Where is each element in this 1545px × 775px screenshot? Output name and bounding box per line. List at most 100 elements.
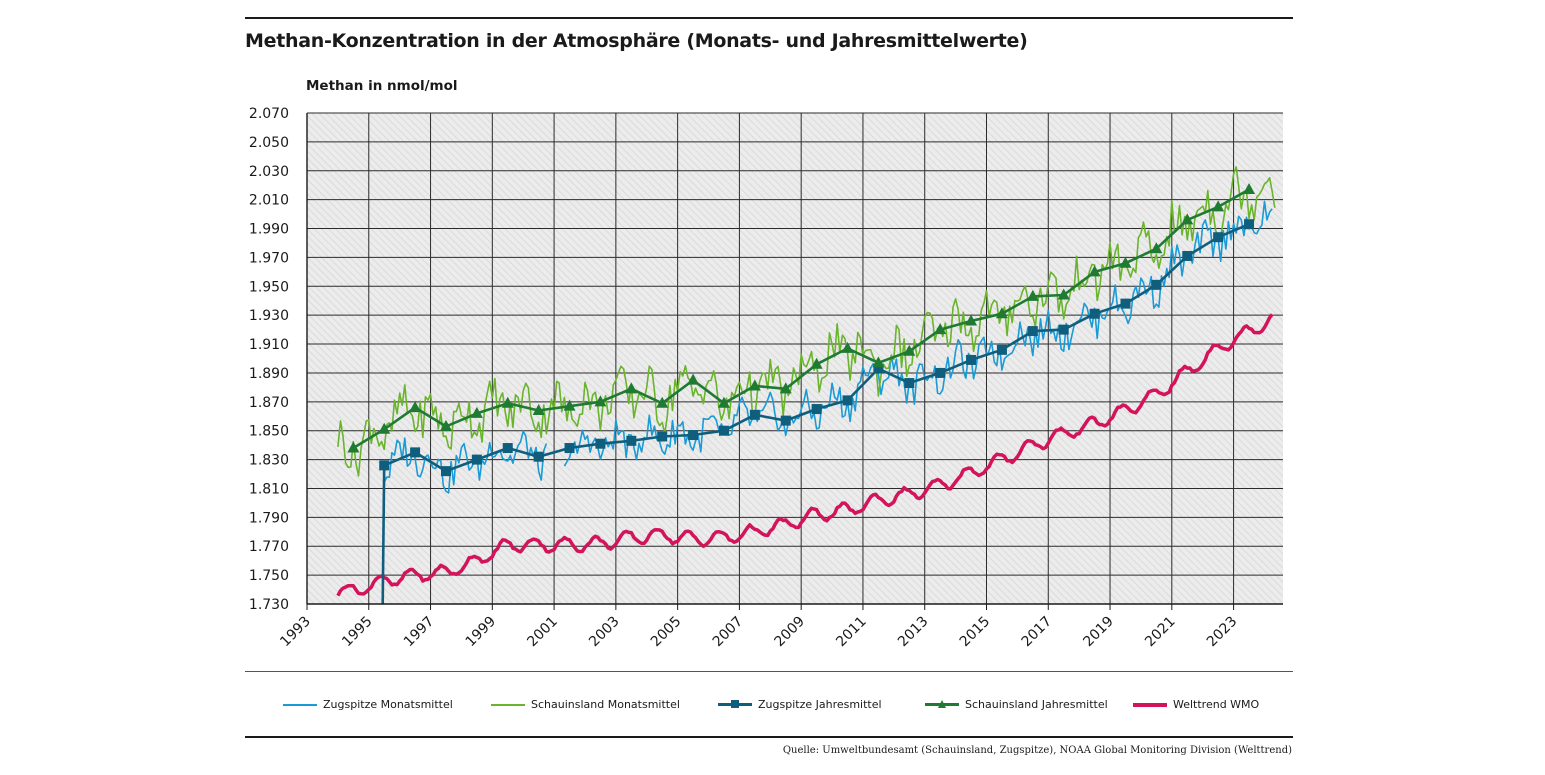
y-tick-label: 2.050	[249, 135, 289, 151]
annual-series-line	[352, 188, 1250, 450]
annual-series-line	[381, 223, 1250, 605]
legend-label: Welttrend WMO	[1173, 698, 1260, 711]
monthly-series-line	[337, 166, 1276, 477]
y-axis-label: Methan in nmol/mol	[306, 78, 458, 94]
x-tick-label: 2021	[1142, 614, 1179, 651]
annual-square-marker	[502, 443, 513, 454]
annual-triangle-marker	[841, 341, 854, 353]
y-tick-label: 1.770	[249, 539, 289, 555]
annual-square-marker	[780, 415, 791, 426]
x-tick-label: 2019	[1080, 614, 1117, 651]
y-tick-label: 1.750	[249, 568, 289, 584]
legend-swatch	[1133, 702, 1167, 707]
annual-square-marker	[471, 454, 482, 465]
annual-square-marker	[873, 363, 884, 374]
annual-triangle-marker	[532, 403, 545, 415]
annual-square-marker	[996, 344, 1007, 355]
annual-square-marker	[1244, 219, 1255, 230]
top-rule	[245, 17, 1293, 19]
x-tick-label: 2013	[895, 614, 932, 651]
annual-square-marker	[1151, 279, 1162, 290]
legend-swatch	[718, 700, 752, 708]
y-tick-label: 1.930	[249, 308, 289, 324]
y-tick-label: 2.010	[249, 193, 289, 209]
annual-square-marker	[379, 460, 390, 471]
annual-triangle-marker	[1026, 289, 1039, 301]
annual-square-marker	[935, 367, 946, 378]
legend-label: Schauinsland Jahresmittel	[965, 698, 1108, 711]
annual-triangle-marker	[687, 373, 700, 385]
annual-triangle-marker	[656, 396, 669, 408]
annual-triangle-marker	[470, 406, 483, 418]
annual-triangle-marker	[903, 344, 916, 356]
annual-square-marker	[626, 435, 637, 446]
annual-triangle-marker	[965, 314, 978, 326]
annual-triangle-marker	[1181, 213, 1194, 225]
x-tick-label: 2017	[1019, 614, 1056, 651]
annual-square-marker	[904, 378, 915, 389]
annual-square-marker	[657, 431, 668, 442]
x-tick-labels: 1993 1995 1997 1999 2001 2003 2005 2007 2009 2011…	[277, 614, 1240, 651]
source-note: Quelle: Umweltbundesamt (Schauinsland, Z…	[782, 745, 1292, 756]
annual-triangle-marker	[439, 419, 452, 431]
chart-plot: 1.730 1.750 1.770 1.790 1.810 1.830 1.850 1.870…	[249, 106, 1283, 651]
annual-square-marker	[1089, 308, 1100, 319]
y-tick-label: 1.990	[249, 222, 289, 238]
x-tick-label: 1999	[463, 614, 500, 651]
annual-triangle-marker	[995, 307, 1008, 319]
y-tick-label: 2.030	[249, 164, 289, 180]
monthly-series-line	[563, 200, 1273, 467]
legend-label: Zugspitze Monatsmittel	[323, 698, 453, 711]
annual-square-marker	[1058, 324, 1069, 335]
annual-triangle-marker	[872, 356, 885, 368]
annual-triangle-marker	[1057, 288, 1070, 300]
legend-swatch	[283, 703, 317, 706]
annual-square-marker	[1120, 298, 1131, 309]
annual-square-marker	[595, 438, 606, 449]
square-marker-icon	[731, 700, 739, 708]
annual-square-marker	[533, 451, 544, 462]
triangle-marker-icon	[938, 700, 946, 708]
annual-triangle-marker	[1119, 256, 1132, 268]
legend-item-zugspitze-monthly: Zugspitze Monatsmittel	[283, 698, 453, 711]
y-tick-label: 1.790	[249, 510, 289, 526]
y-tick-label: 2.070	[249, 106, 289, 122]
chart-title: Methan-Konzentration in der Atmosphäre (…	[245, 30, 1028, 52]
legend-label: Zugspitze Jahresmittel	[758, 698, 882, 711]
y-tick-label: 1.890	[249, 366, 289, 382]
y-tick-label: 1.950	[249, 279, 289, 295]
annual-triangle-marker	[563, 399, 576, 411]
legend-item-schauinsland-annual: Schauinsland Jahresmittel	[925, 698, 1108, 711]
legend-item-zugspitze-annual: Zugspitze Jahresmittel	[718, 698, 882, 711]
y-tick-label: 1.730	[249, 597, 289, 613]
legend-item-schauinsland-monthly: Schauinsland Monatsmittel	[491, 698, 680, 711]
annual-triangle-marker	[625, 382, 638, 394]
y-tick-label: 1.810	[249, 481, 289, 497]
annual-triangle-marker	[347, 441, 360, 453]
annual-triangle-marker	[748, 379, 761, 391]
annual-triangle-marker	[1243, 183, 1256, 195]
markers-layer	[347, 183, 1256, 605]
y-tick-label: 1.970	[249, 250, 289, 266]
annual-triangle-marker	[409, 401, 422, 413]
annual-square-marker	[1213, 232, 1224, 243]
annual-triangle-marker	[810, 357, 823, 369]
monthly-series-line	[383, 430, 548, 494]
x-tick-label: 1997	[401, 614, 438, 651]
annual-triangle-marker	[934, 323, 947, 335]
y-tick-label: 1.830	[249, 453, 289, 469]
annual-square-marker	[1027, 326, 1038, 337]
annual-square-marker	[564, 443, 575, 454]
x-tick-label: 2001	[524, 614, 561, 651]
x-tick-label: 2023	[1204, 614, 1241, 651]
y-tick-labels: 1.730 1.750 1.770 1.790 1.810 1.830 1.850 1.870…	[249, 106, 289, 613]
annual-triangle-marker	[717, 396, 730, 408]
legend: Zugspitze Monatsmittel Schauinsland Mona…	[245, 692, 1293, 720]
annual-triangle-marker	[1150, 242, 1163, 254]
legend-label: Schauinsland Monatsmittel	[531, 698, 680, 711]
legend-item-wmo: Welttrend WMO	[1133, 698, 1259, 711]
annual-triangle-marker	[594, 395, 607, 407]
annual-square-marker	[811, 404, 822, 415]
grid	[306, 112, 1283, 605]
annual-square-marker	[842, 395, 853, 406]
